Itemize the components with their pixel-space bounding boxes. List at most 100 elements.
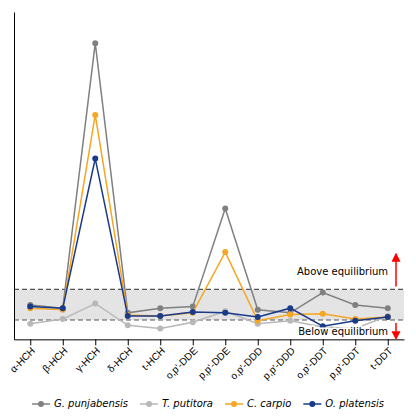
band-upper-line: [14, 289, 404, 290]
x-tick: γ-HCH: [73, 339, 102, 374]
x-tick: t-HCH: [140, 339, 167, 372]
x-tick-mark: [258, 339, 259, 345]
x-tick: δ-HCH: [105, 339, 134, 374]
point: [92, 112, 98, 118]
point: [190, 310, 196, 316]
x-tick: o,p'-DDD: [228, 339, 265, 381]
x-tick-label: γ-HCH: [73, 345, 102, 374]
x-tick-label: o,p'-DDT: [294, 345, 330, 381]
point: [125, 322, 131, 328]
point: [125, 313, 131, 319]
x-tick-mark: [355, 339, 356, 345]
point: [92, 300, 98, 306]
legend-label: T. putitora: [162, 398, 213, 409]
x-tick-label: t-HCH: [140, 345, 167, 372]
x-tick-label: p,p'-DDT: [326, 345, 362, 381]
point: [157, 313, 163, 319]
band-lower-line: [14, 319, 404, 320]
point: [255, 307, 261, 313]
x-tick-mark: [160, 339, 161, 345]
x-tick-mark: [290, 339, 291, 345]
legend-label: C. carpio: [247, 398, 291, 409]
x-tick: p,p'-DDT: [326, 339, 362, 381]
series: [27, 156, 391, 330]
point: [157, 313, 163, 319]
x-tick: t-DDT: [368, 339, 395, 371]
x-tick-label: β-HCH: [40, 345, 70, 375]
x-tick-label: o,p'-DDD: [228, 345, 265, 382]
point: [352, 318, 358, 324]
point: [287, 318, 293, 324]
x-tick: β-HCH: [40, 339, 70, 374]
point: [385, 314, 391, 320]
x-tick-mark: [388, 339, 389, 345]
x-tick-mark: [95, 339, 96, 345]
x-tick-mark: [63, 339, 64, 345]
y-axis: [14, 13, 15, 340]
point: [92, 156, 98, 162]
point: [287, 305, 293, 311]
plot: α-HCHβ-HCHγ-HCHδ-HCHt-HCHo,p'-DDEp,p'-DD…: [8, 13, 405, 382]
series-line: [30, 115, 388, 321]
x-tick-mark: [30, 339, 31, 345]
annotations: Above equilibrium Below equilibrium: [297, 254, 396, 338]
point: [190, 319, 196, 325]
x-tick: p,p'-DDE: [196, 339, 232, 381]
x-tick-label: p,p'-DDE: [196, 345, 232, 381]
legend-marker: [309, 401, 315, 407]
data-layer: [14, 40, 404, 331]
y-axis-line: [14, 13, 15, 340]
chart-container: α-HCHβ-HCHγ-HCHδ-HCHt-HCHo,p'-DDEp,p'-DD…: [0, 0, 416, 416]
point: [222, 310, 228, 316]
chart-svg: α-HCHβ-HCHγ-HCHδ-HCHt-HCHo,p'-DDEp,p'-DD…: [0, 0, 416, 416]
point: [157, 325, 163, 331]
x-tick: o,p'-DDE: [163, 339, 199, 381]
annotation-text: Below equilibrium: [298, 326, 388, 337]
point: [352, 302, 358, 308]
legend-item: G. punjabensis: [32, 398, 128, 409]
annotation-text: Above equilibrium: [297, 266, 388, 277]
x-tick-label: p,p'-DDD: [260, 345, 297, 382]
point: [385, 305, 391, 311]
x-tick: o,p'-DDT: [294, 339, 330, 381]
legend-marker: [38, 401, 44, 407]
legend-item: T. putitora: [140, 398, 213, 409]
x-tick-label: α-HCH: [8, 345, 38, 375]
point: [287, 311, 293, 317]
legend-marker: [146, 401, 152, 407]
series-line: [30, 159, 388, 327]
point: [385, 313, 391, 319]
point: [320, 290, 326, 296]
x-axis-line: [15, 339, 405, 340]
point: [157, 305, 163, 311]
point: [92, 40, 98, 46]
legend-marker: [231, 401, 237, 407]
point: [60, 305, 66, 311]
point: [222, 249, 228, 255]
x-tick-mark: [128, 339, 129, 345]
point: [60, 316, 66, 322]
point: [222, 205, 228, 211]
point: [320, 311, 326, 317]
x-tick-label: o,p'-DDE: [163, 345, 199, 381]
x-tick: α-HCH: [8, 339, 38, 374]
x-tick-mark: [323, 339, 324, 345]
x-tick-mark: [193, 339, 194, 345]
annotation-arrow: [395, 323, 397, 338]
series-line: [30, 43, 388, 313]
x-axis: α-HCHβ-HCHγ-HCHδ-HCHt-HCHo,p'-DDEp,p'-DD…: [8, 339, 405, 381]
point: [255, 314, 261, 320]
point: [60, 305, 66, 311]
equilibrium-band: [14, 289, 404, 320]
point: [385, 314, 391, 320]
x-tick: p,p'-DDD: [260, 339, 297, 381]
x-tick-label: t-DDT: [368, 345, 395, 372]
legend: G. punjabensis T. putitora C. carpio O. pla…: [32, 398, 384, 409]
annotation-arrow: [395, 254, 397, 286]
legend-label: G. punjabensis: [54, 398, 128, 409]
x-tick-label: δ-HCH: [105, 345, 134, 374]
legend-label: O. platensis: [325, 398, 384, 409]
x-tick-mark: [225, 339, 226, 345]
legend-item: C. carpio: [225, 398, 291, 409]
point: [27, 304, 33, 310]
